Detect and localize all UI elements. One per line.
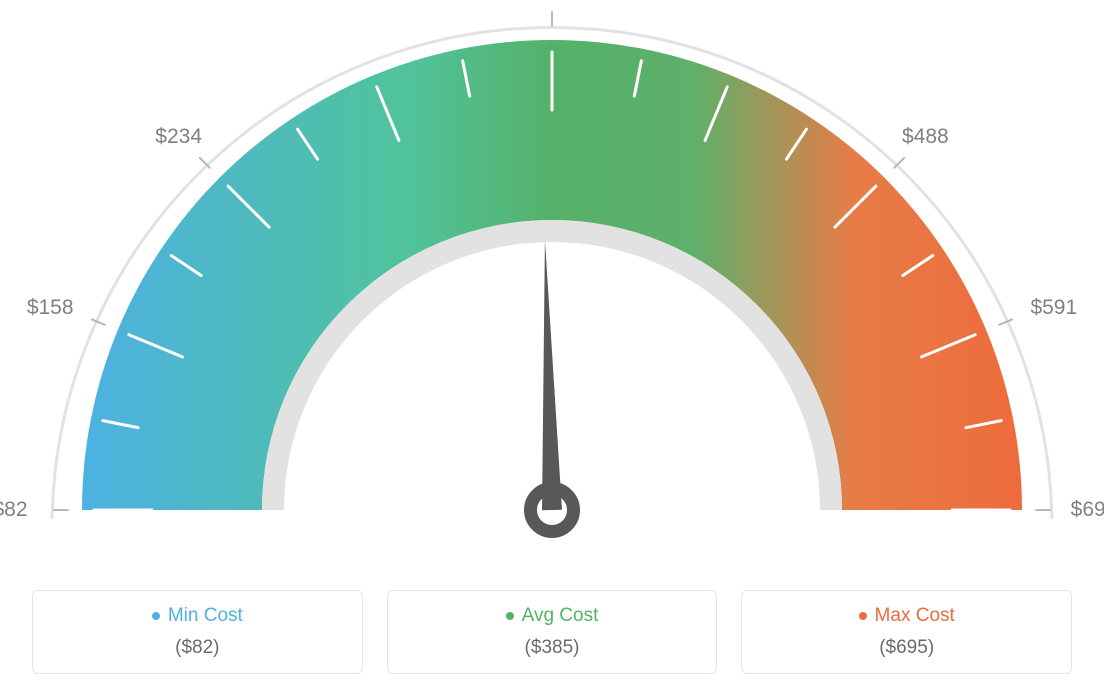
- legend-value-min: ($82): [43, 637, 352, 659]
- legend-label-min: Min Cost: [168, 605, 243, 627]
- legend-label-avg: Avg Cost: [522, 605, 599, 627]
- legend-card-max: Max Cost ($695): [741, 590, 1072, 674]
- scale-label: $234: [155, 125, 202, 149]
- legend-title-max: Max Cost: [859, 605, 955, 627]
- legend-card-avg: Avg Cost ($385): [387, 590, 718, 674]
- dot-icon: [859, 612, 867, 620]
- dot-icon: [506, 612, 514, 620]
- scale-label: $158: [27, 296, 74, 320]
- legend-title-avg: Avg Cost: [506, 605, 599, 627]
- scale-label: $591: [1030, 296, 1077, 320]
- scale-label: $488: [902, 125, 949, 149]
- gauge-chart: $82$158$234$385$488$591$695: [0, 0, 1104, 560]
- scale-label: $82: [0, 498, 28, 522]
- legend-card-min: Min Cost ($82): [32, 590, 363, 674]
- legend-row: Min Cost ($82) Avg Cost ($385) Max Cost …: [32, 590, 1072, 674]
- scale-label: $695: [1071, 498, 1104, 522]
- legend-value-avg: ($385): [398, 637, 707, 659]
- gauge-svg: [0, 0, 1104, 560]
- dot-icon: [152, 612, 160, 620]
- legend-label-max: Max Cost: [875, 605, 955, 627]
- legend-value-max: ($695): [752, 637, 1061, 659]
- legend-title-min: Min Cost: [152, 605, 243, 627]
